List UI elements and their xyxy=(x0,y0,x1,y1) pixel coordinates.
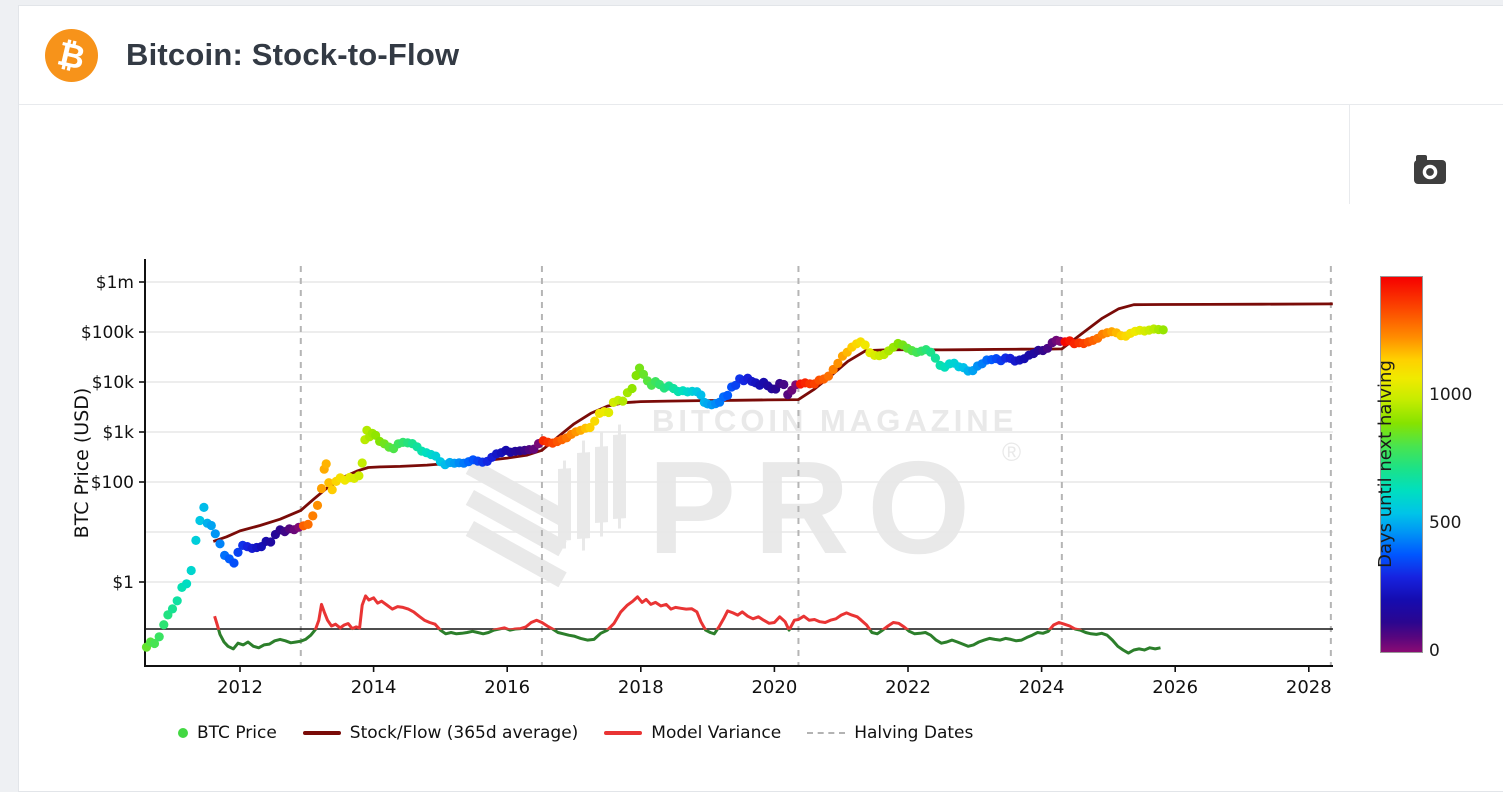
y-tick-label: $100 xyxy=(91,473,134,493)
colorbar: Days until next halving 0 500 1000 xyxy=(1375,276,1472,661)
colorbar-tick-label: 500 xyxy=(1429,513,1462,533)
legend-item-halving-dates: Halving Dates xyxy=(807,723,973,743)
svg-text:PRO: PRO xyxy=(648,434,988,581)
x-tick-label: 2018 xyxy=(618,677,664,698)
x-tick-label: 2026 xyxy=(1152,677,1198,698)
header: ₿ Bitcoin: Stock-to-Flow xyxy=(19,6,1503,105)
legend-item-stock-flow-365d-average-: Stock/Flow (365d average) xyxy=(302,723,579,743)
toolbar xyxy=(19,104,1503,205)
legend-swatch xyxy=(178,728,188,738)
colorbar-gradient xyxy=(1380,276,1423,653)
legend-label: Model Variance xyxy=(651,723,782,743)
legend-swatch xyxy=(604,731,643,735)
x-tick-label: 2024 xyxy=(1019,677,1065,698)
x-tick-label: 2020 xyxy=(751,677,797,698)
colorbar-tick-label: 0 xyxy=(1429,641,1440,661)
legend-item-btc-price: BTC Price xyxy=(178,723,277,743)
legend: BTC Price Stock/Flow (365d average) Model … xyxy=(178,718,973,748)
colorbar-tick-label: 1000 xyxy=(1429,385,1473,406)
legend-swatch xyxy=(302,731,341,735)
y-tick-label: $1 xyxy=(112,573,134,593)
svg-text:®: ® xyxy=(1002,437,1021,467)
chart-card: ₿ Bitcoin: Stock-to-Flow BITCOIN MAGAZIN… xyxy=(18,5,1503,792)
y-tick-label: $10k xyxy=(92,373,134,393)
x-tick-label: 2016 xyxy=(484,677,530,698)
legend-item-model-variance: Model Variance xyxy=(604,723,781,743)
bitcoin-symbol: ₿ xyxy=(54,33,89,78)
y-tick-label: $1m xyxy=(96,273,134,293)
model-variance-line-above xyxy=(213,594,1084,630)
btc-price-series xyxy=(141,324,1168,652)
x-tick-label: 2028 xyxy=(1286,677,1332,698)
y-tick-label: $1k xyxy=(103,423,135,443)
legend-label: Halving Dates xyxy=(854,723,974,743)
model-variance-line-below xyxy=(217,629,1161,655)
camera-icon xyxy=(1414,155,1446,184)
chart-area: BITCOIN MAGAZINE PRO ® 2012 2014 2016 2018 2020… xyxy=(19,204,1503,791)
x-tick-label: 2014 xyxy=(351,677,397,698)
legend-label: BTC Price xyxy=(197,723,277,743)
bitcoin-icon: ₿ xyxy=(45,29,98,82)
colorbar-label: Days until next halving xyxy=(1375,360,1396,568)
x-tick-label: 2012 xyxy=(217,677,263,698)
camera-button[interactable] xyxy=(1413,154,1447,185)
x-tick-label: 2022 xyxy=(885,677,931,698)
legend-label: Stock/Flow (365d average) xyxy=(349,723,579,743)
legend-swatch xyxy=(807,732,846,734)
page-title: Bitcoin: Stock-to-Flow xyxy=(126,37,460,72)
toolbar-divider xyxy=(1349,104,1350,204)
y-axis-title: BTC Price (USD) xyxy=(71,388,93,539)
y-tick-label: $100k xyxy=(81,323,134,343)
